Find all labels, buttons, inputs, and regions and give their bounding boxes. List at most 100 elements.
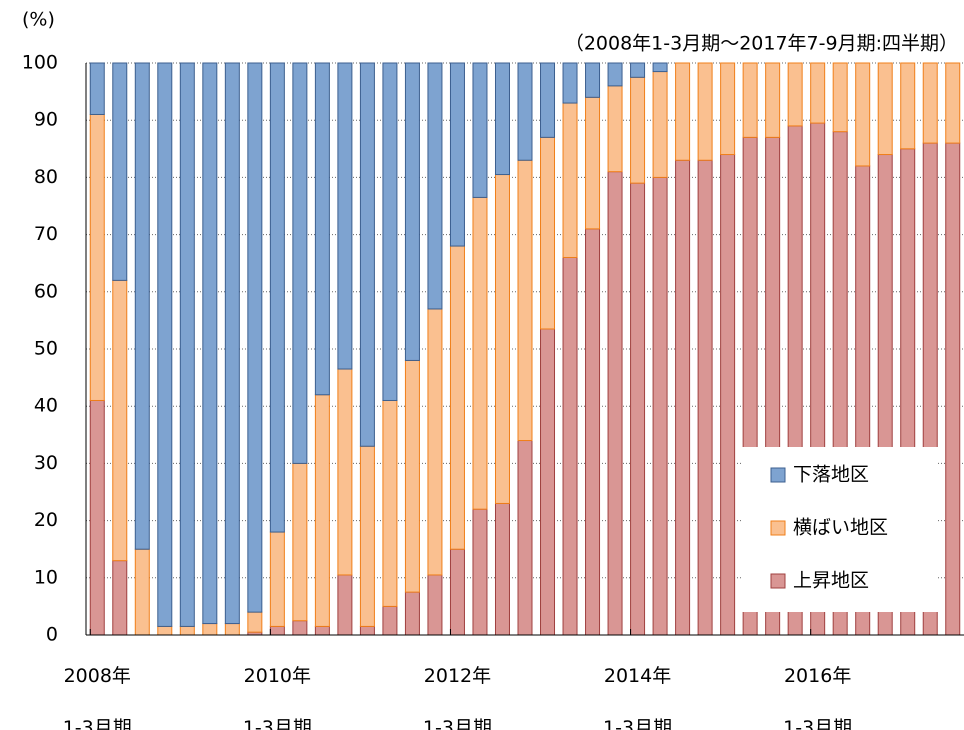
bar-segment bbox=[540, 328, 556, 636]
bar-segment bbox=[585, 228, 601, 636]
bar-segment bbox=[269, 62, 285, 533]
bar-segment bbox=[404, 359, 420, 593]
bar-segment bbox=[675, 62, 691, 161]
bar-segment bbox=[472, 508, 488, 636]
bar-segment bbox=[652, 62, 668, 73]
y-tick-label: 10 bbox=[34, 566, 58, 588]
y-tick-label: 0 bbox=[46, 624, 58, 646]
y-tick-label: 40 bbox=[34, 395, 58, 417]
legend-label: 横ばい地区 bbox=[793, 517, 888, 539]
bar-segment bbox=[314, 62, 330, 396]
bar-segment bbox=[89, 113, 105, 401]
bar-segment bbox=[675, 159, 691, 636]
bar-segment bbox=[382, 62, 398, 401]
subtitle: （2008年1-3月期～2017年7-9月期:四半期） bbox=[565, 33, 958, 55]
y-tick-label: 70 bbox=[34, 223, 58, 245]
bar-segment bbox=[697, 62, 713, 161]
bar-segment bbox=[945, 62, 961, 144]
bar-segment bbox=[832, 62, 848, 133]
bar-segment bbox=[337, 574, 353, 636]
bar-segment bbox=[494, 174, 510, 504]
legend-swatch bbox=[770, 467, 786, 483]
bar-segment bbox=[449, 548, 465, 636]
bar-segment bbox=[157, 62, 173, 627]
bar-segment bbox=[112, 62, 128, 281]
bar-segment bbox=[449, 245, 465, 550]
bar-segment bbox=[630, 62, 646, 78]
bar-segment bbox=[585, 96, 601, 230]
bar-segment bbox=[540, 62, 556, 138]
bar-segment bbox=[652, 71, 668, 178]
bar-segment bbox=[517, 159, 533, 442]
bar-segment bbox=[540, 136, 556, 330]
bar-segment bbox=[810, 62, 826, 124]
bar-segment bbox=[652, 176, 668, 636]
bar-segment bbox=[157, 625, 173, 636]
y-axis-label: (%) bbox=[22, 9, 55, 31]
bar-segment bbox=[382, 399, 398, 607]
bar-segment bbox=[449, 62, 465, 247]
bar-segment bbox=[517, 440, 533, 636]
bar-segment bbox=[427, 574, 443, 636]
x-tick-label: 2014年 1-3月期 bbox=[603, 665, 673, 730]
bar-segment bbox=[585, 62, 601, 98]
bar-segment bbox=[720, 154, 736, 636]
bar-segment bbox=[202, 62, 218, 625]
bar-segment bbox=[517, 62, 533, 161]
y-tick-label: 80 bbox=[34, 166, 58, 188]
y-tick-label: 60 bbox=[34, 280, 58, 302]
bar-segment bbox=[314, 625, 330, 636]
legend-swatch bbox=[770, 520, 786, 536]
y-tick-label: 20 bbox=[34, 509, 58, 531]
bar-segment bbox=[427, 308, 443, 576]
x-tick-label: 2016年 1-3月期 bbox=[783, 665, 853, 730]
bar-segment bbox=[292, 62, 308, 464]
bar-segment bbox=[269, 625, 285, 636]
x-tick-label: 2012年 1-3月期 bbox=[422, 665, 492, 730]
bar-segment bbox=[292, 462, 308, 622]
bar-segment bbox=[427, 62, 443, 310]
bar-segment bbox=[179, 62, 195, 627]
bar-segment bbox=[112, 279, 128, 562]
bar-segment bbox=[900, 62, 916, 150]
bar-segment bbox=[224, 623, 240, 636]
bar-segment bbox=[472, 196, 488, 510]
bar-segment bbox=[855, 62, 871, 167]
bar-segment bbox=[404, 62, 420, 361]
bar-segment bbox=[494, 502, 510, 636]
bar-segment bbox=[787, 62, 803, 127]
bar-segment bbox=[269, 531, 285, 627]
legend-label: 下落地区 bbox=[793, 464, 869, 486]
bar-segment bbox=[562, 102, 578, 258]
x-tick-label: 2008年 1-3月期 bbox=[62, 665, 132, 730]
y-tick-label: 100 bbox=[22, 52, 58, 74]
bar-segment bbox=[765, 62, 781, 138]
legend-label: 上昇地区 bbox=[793, 570, 869, 592]
bar-segment bbox=[404, 591, 420, 636]
bar-segment bbox=[89, 62, 105, 115]
bar-segment bbox=[607, 85, 623, 173]
x-tick-label: 2010年 1-3月期 bbox=[242, 665, 312, 730]
y-tick-label: 90 bbox=[34, 109, 58, 131]
bar-segment bbox=[945, 142, 961, 636]
bar-segment bbox=[134, 548, 150, 636]
bar-segment bbox=[922, 62, 938, 144]
bar-segment bbox=[607, 171, 623, 636]
bar-segment bbox=[247, 611, 263, 633]
bar-segment bbox=[134, 62, 150, 550]
legend-swatch bbox=[770, 573, 786, 589]
y-tick-label: 30 bbox=[34, 452, 58, 474]
bar-segment bbox=[337, 62, 353, 370]
bar-segment bbox=[877, 62, 893, 156]
bar-segment bbox=[292, 620, 308, 636]
bar-segment bbox=[630, 182, 646, 636]
bar-segment bbox=[382, 605, 398, 636]
bar-segment bbox=[742, 62, 758, 138]
bar-segment bbox=[697, 159, 713, 636]
bar-segment bbox=[359, 445, 375, 627]
bar-segment bbox=[337, 368, 353, 576]
bar-segment bbox=[314, 394, 330, 627]
bar-segment bbox=[224, 62, 240, 625]
